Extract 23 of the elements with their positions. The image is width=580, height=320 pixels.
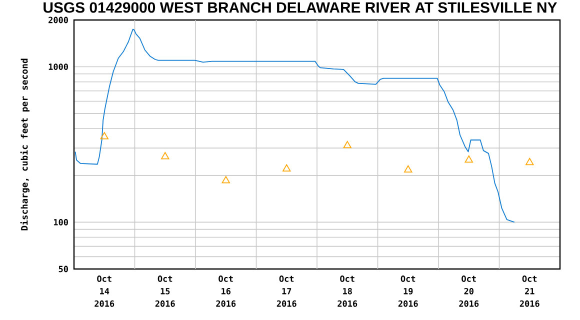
y-tick-label: 100 bbox=[54, 219, 68, 226]
x-tick-label: Oct 21 2016 bbox=[520, 276, 540, 307]
point bbox=[161, 152, 170, 160]
y-tick-label: 50 bbox=[58, 266, 68, 272]
point bbox=[526, 158, 534, 166]
x-tick-label: Oct 17 2016 bbox=[276, 276, 296, 307]
x-tick-label: Oct 19 2016 bbox=[398, 276, 418, 307]
x-tick-label: Oct 15 2016 bbox=[155, 276, 175, 307]
point bbox=[222, 176, 230, 184]
y-axis-title: Discharge, cubic feet per second bbox=[20, 58, 30, 230]
point bbox=[282, 164, 291, 172]
y-tick-label: 1000 bbox=[48, 64, 68, 70]
point bbox=[464, 155, 473, 163]
y-tick-label: 2000 bbox=[48, 16, 68, 24]
x-tick-label: Oct 14 2016 bbox=[94, 276, 114, 307]
line-series bbox=[74, 28, 515, 223]
x-tick-label: Oct 16 2016 bbox=[216, 276, 236, 307]
point bbox=[100, 132, 108, 140]
x-tick-label: Oct 20 2016 bbox=[459, 276, 479, 307]
point bbox=[343, 140, 352, 148]
chart-title: USGS 01429000 WEST BRANCH DELAWARE RIVER AT STILESVILLE NY bbox=[44, 2, 558, 13]
x-tick-label: Oct 18 2016 bbox=[338, 276, 358, 307]
point bbox=[404, 165, 412, 172]
